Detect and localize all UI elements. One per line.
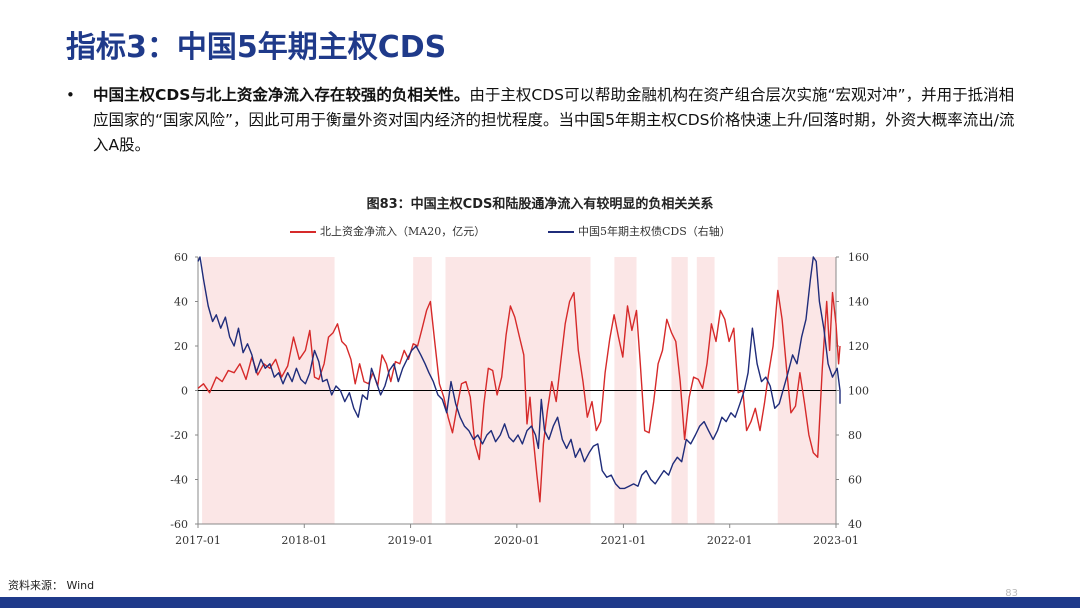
bullet-dot-icon: • [66, 86, 75, 104]
slide-title: 指标3：中国5年期主权CDS [66, 30, 447, 65]
legend-swatch-red [290, 231, 316, 233]
left-tick-label-4: -20 [170, 429, 188, 442]
left-tick-label-2: 20 [174, 340, 188, 353]
legend-swatch-blue [548, 231, 574, 233]
series-line-northbound [197, 289, 841, 503]
bullet-paragraph: • 中国主权CDS与北上资金净流入存在较强的负相关性。由于主权CDS可以帮助金融… [66, 83, 1026, 158]
bottom-bar [0, 597, 1080, 608]
x-tick-label-1: 2018-01 [281, 534, 327, 547]
right-tick-label-3: 100 [848, 385, 869, 398]
legend-item-cds: 中国5年期主权债CDS（右轴） [548, 223, 731, 239]
left-tick-label-5: -40 [170, 474, 188, 487]
right-tick-label-2: 120 [848, 340, 869, 353]
source-note: 资料来源： Wind [8, 579, 95, 592]
bullet-body: 由于主权CDS可以帮助金融机构在资产组合层次实施“宏观对冲”，并用于抵消相应国家… [93, 86, 1015, 154]
bullet-bold-lead: 中国主权CDS与北上资金净流入存在较强的负相关性。 [93, 86, 470, 104]
left-tick-label-0: 60 [174, 251, 188, 264]
left-tick-label-6: -60 [170, 518, 188, 531]
x-tick-label-0: 2017-01 [175, 534, 221, 547]
x-tick-label-6: 2023-01 [813, 534, 859, 547]
right-tick-label-4: 80 [848, 429, 862, 442]
bullet-text: 中国主权CDS与北上资金净流入存在较强的负相关性。由于主权CDS可以帮助金融机构… [93, 83, 1026, 158]
right-tick-label-0: 160 [848, 251, 869, 264]
right-tick-label-1: 140 [848, 296, 869, 309]
legend-label-northbound: 北上资金净流入（MA20，亿元） [320, 225, 486, 238]
line-chart: 60 40 20 0 -20 -40 -60 160 140 120 100 80 60 40 2017-0… [170, 251, 869, 547]
x-tick-label-4: 2021-01 [601, 534, 647, 547]
figure-title: 图83：中国主权CDS和陆股通净流入有较明显的负相关关系 [366, 197, 714, 212]
legend-label-cds: 中国5年期主权债CDS（右轴） [578, 225, 731, 238]
series-line-cds [197, 256, 841, 490]
x-tick-label-5: 2022-01 [707, 534, 753, 547]
x-tick-label-3: 2020-01 [494, 534, 540, 547]
right-tick-label-6: 40 [848, 518, 862, 531]
left-tick-label-3: 0 [181, 385, 188, 398]
page-number: 83 [1005, 588, 1018, 599]
x-tick-label-2: 2019-01 [388, 534, 434, 547]
left-tick-label-1: 40 [174, 296, 188, 309]
legend-item-northbound: 北上资金净流入（MA20，亿元） [290, 223, 485, 239]
right-tick-label-5: 60 [848, 474, 862, 487]
